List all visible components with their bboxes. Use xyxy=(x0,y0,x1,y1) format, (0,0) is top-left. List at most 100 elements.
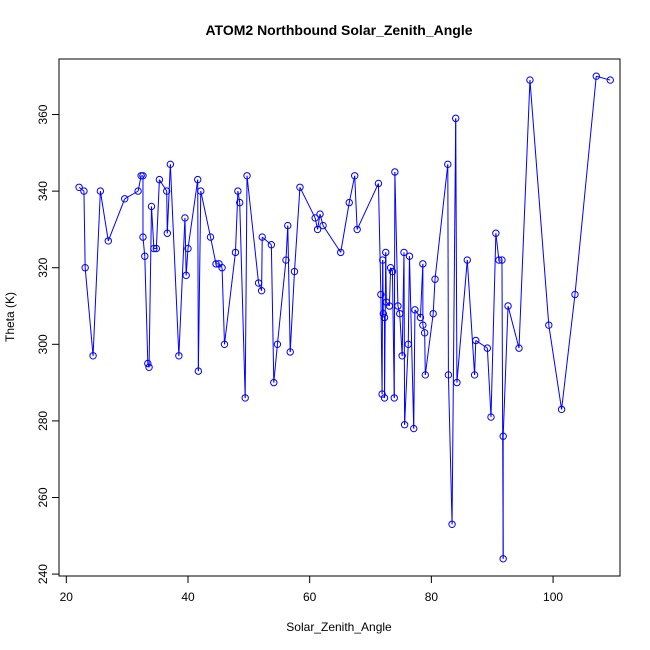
x-axis-label: Solar_Zenith_Angle xyxy=(286,620,392,634)
data-point xyxy=(150,244,158,253)
series-line-segment xyxy=(276,260,287,345)
series-line-segment xyxy=(377,183,382,295)
series-line-segment xyxy=(490,233,497,418)
series-line-segment xyxy=(234,191,239,253)
series-line-segment xyxy=(289,271,295,352)
data-point xyxy=(220,340,229,349)
series-line-segment xyxy=(261,236,272,246)
x-tick-label: 100 xyxy=(543,590,563,604)
series-line-segment xyxy=(455,118,458,383)
series-line-segment xyxy=(404,344,409,425)
data-point xyxy=(231,248,240,257)
series-line-segment xyxy=(451,118,457,525)
series-line-segment xyxy=(397,305,401,314)
series-line-segment xyxy=(258,282,263,291)
data-point xyxy=(390,394,398,402)
series-line-segment xyxy=(314,217,319,230)
data-point xyxy=(419,260,427,268)
data-point xyxy=(444,160,452,169)
series-line-segment xyxy=(169,164,180,356)
data-point xyxy=(284,221,292,230)
data-point xyxy=(398,352,406,360)
series-line-segment xyxy=(107,198,126,242)
series-line-segment xyxy=(155,179,160,249)
data-point xyxy=(499,555,507,563)
y-axis: 240 260 280 300 320 340 360 xyxy=(36,104,59,584)
series-line-segment xyxy=(385,301,390,307)
data-point xyxy=(353,225,361,234)
data-point xyxy=(121,195,129,203)
series-line-segment xyxy=(424,332,426,375)
data-point xyxy=(147,202,156,211)
series-line-segment xyxy=(407,256,410,345)
data-point xyxy=(404,340,412,349)
series-line-segment xyxy=(158,179,168,192)
data-point xyxy=(420,329,429,337)
data-point xyxy=(290,267,299,276)
data-point xyxy=(448,520,456,528)
data-point xyxy=(429,309,437,318)
series-line-segment xyxy=(548,325,563,410)
series-line-segment xyxy=(244,175,248,398)
data-point xyxy=(194,367,203,375)
y-tick-label: 300 xyxy=(36,334,50,354)
series-line-segment xyxy=(502,305,509,437)
x-tick-label: 80 xyxy=(425,590,439,604)
data-point xyxy=(75,183,83,191)
series-line-segment xyxy=(507,305,520,349)
data-point xyxy=(139,172,147,180)
series-line-segment xyxy=(561,294,576,410)
series-line-segment xyxy=(299,187,316,219)
data-point xyxy=(139,233,147,241)
y-axis-label: Theta (K) xyxy=(3,292,17,342)
series-line-segment xyxy=(424,313,434,376)
x-axis: 20 40 60 80 100 xyxy=(60,576,563,604)
data-point xyxy=(382,248,390,257)
series-line-segment xyxy=(399,313,403,356)
series-line-segment xyxy=(434,164,449,280)
data-point xyxy=(431,275,439,283)
data-point xyxy=(311,214,319,222)
series-line-segment xyxy=(200,191,211,238)
data-point xyxy=(526,76,534,84)
data-point xyxy=(152,244,161,253)
data-point xyxy=(405,252,414,260)
data-point xyxy=(166,160,175,169)
data-point xyxy=(206,233,215,241)
series-line-segment xyxy=(273,344,278,383)
series-line-segment xyxy=(197,191,202,372)
data-point xyxy=(452,114,460,123)
data-point xyxy=(197,187,205,195)
data-point xyxy=(400,248,408,257)
series-line-segment xyxy=(354,175,358,230)
data-point xyxy=(218,264,226,272)
data-point xyxy=(163,229,172,237)
data-point xyxy=(400,421,409,429)
data-point xyxy=(96,187,105,195)
data-point xyxy=(337,248,345,257)
series-line-segment xyxy=(83,191,86,268)
data-point xyxy=(515,344,523,352)
data-point xyxy=(380,313,389,322)
series-line-segment xyxy=(185,248,189,276)
series-line-segment xyxy=(518,80,531,349)
data-point xyxy=(351,172,359,180)
series-line-segment xyxy=(148,206,152,368)
data-point xyxy=(385,302,394,310)
series-line-segment xyxy=(246,175,260,284)
plot-frame xyxy=(58,58,621,577)
data-point xyxy=(273,340,282,349)
data-point xyxy=(212,260,220,268)
series-line-segment xyxy=(413,309,416,429)
data-point xyxy=(470,371,479,379)
data-point xyxy=(379,309,388,318)
data-point xyxy=(257,286,266,295)
data-point xyxy=(316,210,324,218)
series-line-segment xyxy=(495,233,500,261)
y-tick-label: 340 xyxy=(36,181,50,201)
data-point xyxy=(499,432,507,440)
data-point xyxy=(380,394,389,402)
series-line-segment xyxy=(210,236,217,264)
data-point xyxy=(483,344,492,352)
data-point xyxy=(182,271,190,280)
